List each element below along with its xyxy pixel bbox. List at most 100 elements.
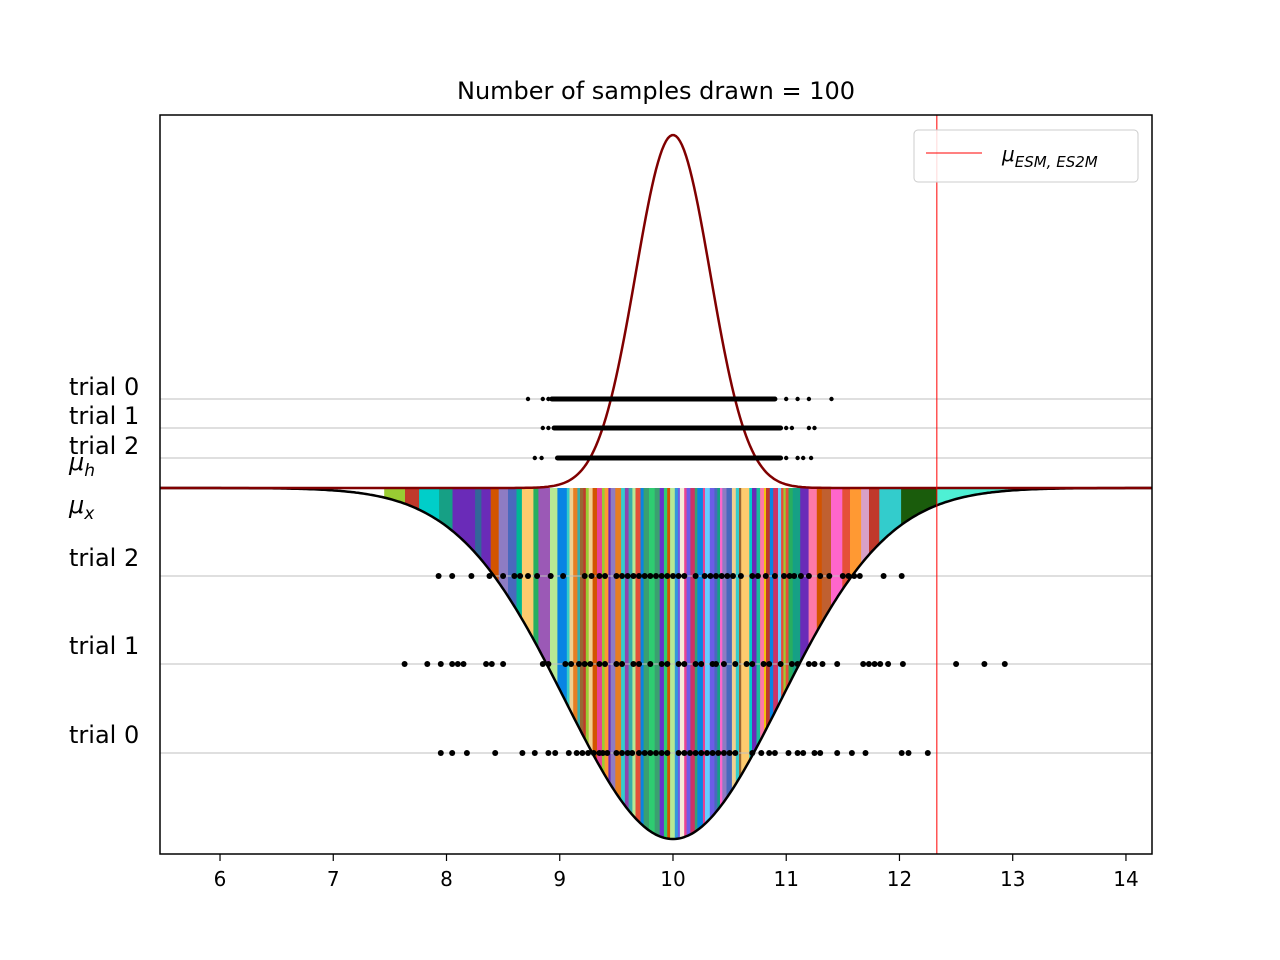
sample-point <box>519 750 526 756</box>
sample-point <box>749 573 756 579</box>
sample-point <box>565 750 572 756</box>
x-tick-label: 14 <box>1113 867 1138 891</box>
sample-point <box>449 661 456 667</box>
sample-point <box>713 661 719 667</box>
sample-point <box>749 750 756 756</box>
sample-point <box>483 661 490 667</box>
sample-point <box>670 573 676 579</box>
sample-point <box>647 573 654 579</box>
legend-box <box>913 129 1139 183</box>
sample-point <box>454 661 461 667</box>
sample-point <box>795 396 800 402</box>
x-tick-label: 11 <box>774 867 799 891</box>
sample-point <box>653 750 659 756</box>
sample-point <box>713 573 719 579</box>
sample-point <box>826 573 833 579</box>
sample-point <box>675 750 682 756</box>
sample-point <box>839 573 846 579</box>
sample-point <box>715 750 722 756</box>
sample-point <box>460 661 467 667</box>
sample-point <box>525 396 531 402</box>
sample-point <box>581 661 588 667</box>
row-label-mu-x: μx <box>68 491 95 524</box>
sample-point <box>590 750 597 756</box>
row-label-upper-trial-1: trial 1 <box>69 402 139 430</box>
sample-point <box>845 573 852 579</box>
x-tick-label: 9 <box>553 867 566 891</box>
sample-point <box>701 573 708 579</box>
sample-point <box>545 661 552 667</box>
sample-point <box>534 573 541 579</box>
sample-point <box>812 425 817 431</box>
chart-title: Number of samples drawn = 100 <box>457 77 855 105</box>
sample-point <box>636 750 642 756</box>
sample-point <box>777 661 784 667</box>
sample-point <box>540 396 545 402</box>
lower-density-curve <box>160 486 1152 841</box>
sample-point <box>743 661 750 667</box>
sample-point <box>647 750 654 756</box>
sample-point <box>732 750 739 756</box>
sample-point <box>562 661 569 667</box>
sample-point <box>532 455 537 461</box>
sample-point <box>885 661 892 667</box>
sample-point <box>797 573 804 579</box>
sample-point <box>766 661 773 667</box>
sample-point <box>619 750 625 756</box>
sample-point <box>848 750 855 756</box>
sample-point <box>664 661 671 667</box>
sample-point <box>449 750 456 756</box>
sample-point <box>560 573 567 579</box>
sample-point <box>539 455 544 461</box>
sample-point <box>517 573 524 579</box>
sample-point <box>437 661 444 667</box>
sample-point <box>568 661 575 667</box>
sample-point <box>613 661 620 667</box>
sample-point <box>766 750 773 756</box>
sample-point <box>692 750 699 756</box>
x-tick-label: 8 <box>440 867 453 891</box>
sample-point <box>877 661 884 667</box>
sample-point <box>865 661 872 667</box>
sample-point <box>599 750 606 756</box>
sample-point <box>619 573 625 579</box>
sample-point <box>629 750 636 756</box>
sample-point <box>681 750 688 756</box>
sample-points <box>401 396 1008 756</box>
sample-point <box>898 573 905 579</box>
sample-point <box>664 750 671 756</box>
sample-point <box>547 573 554 579</box>
row-label-lower-trial-0: trial 0 <box>69 721 139 749</box>
sample-point <box>435 573 442 579</box>
upper-density-curve <box>160 133 1152 490</box>
sample-point <box>641 750 648 756</box>
sample-point <box>692 573 699 579</box>
sample-point <box>749 661 756 667</box>
sample-point <box>771 750 778 756</box>
sample-point <box>546 396 551 402</box>
sample-point <box>463 750 470 756</box>
density-curves <box>160 133 1152 841</box>
sample-point <box>726 750 733 756</box>
sample-point <box>545 750 552 756</box>
sample-point <box>806 425 812 431</box>
sample-point <box>636 661 642 667</box>
sample-point <box>511 573 518 579</box>
sample-point <box>675 661 682 667</box>
sample-point <box>811 750 818 756</box>
sample-point <box>732 661 739 667</box>
sample-point <box>437 750 444 756</box>
sample-point <box>692 661 699 667</box>
sample-point <box>581 573 588 579</box>
sample-point <box>653 573 659 579</box>
x-tick-label: 6 <box>214 867 227 891</box>
sample-point <box>784 396 789 402</box>
sample-point <box>687 750 693 756</box>
sample-point <box>718 573 725 579</box>
sample-point <box>613 750 620 756</box>
sample-point <box>834 661 841 667</box>
sample-point <box>724 573 731 579</box>
sample-point <box>500 661 507 667</box>
sample-point <box>817 573 824 579</box>
sample-point <box>819 661 826 667</box>
